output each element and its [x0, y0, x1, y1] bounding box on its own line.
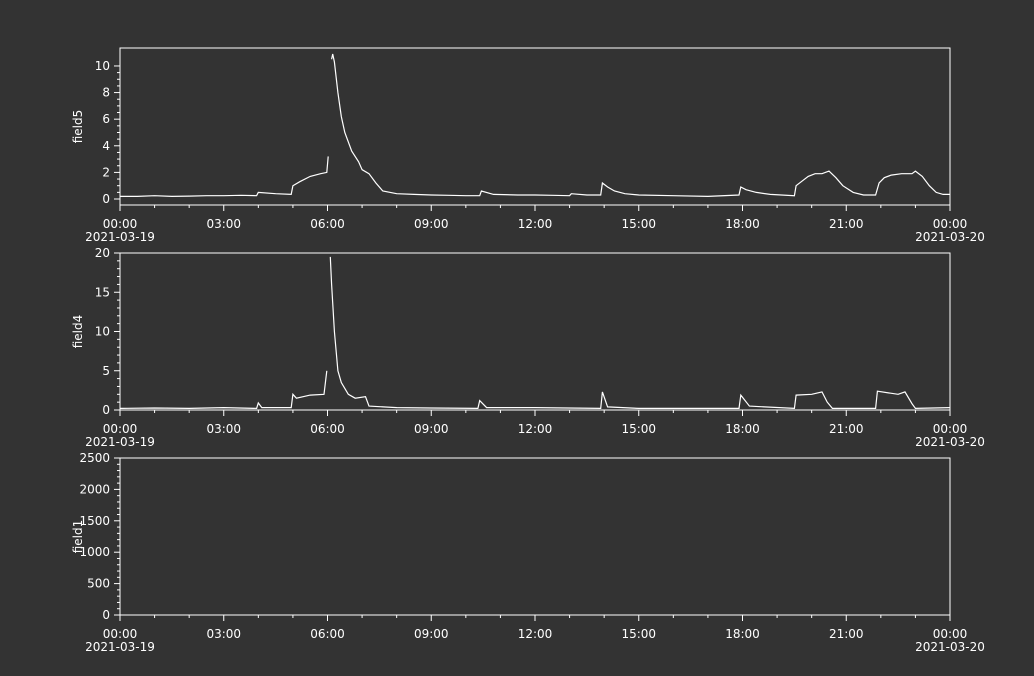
x-tick-label: 21:00: [829, 422, 864, 436]
y-tick-label: 5: [102, 364, 110, 378]
x-tick-label: 15:00: [621, 422, 656, 436]
y-axis-label: field4: [71, 315, 85, 349]
x-tick-label: 06:00: [310, 627, 345, 641]
y-axis-label: field1: [71, 520, 85, 554]
data-line: [119, 256, 951, 410]
y-tick-label: 500: [87, 577, 110, 591]
x-date-label: 2021-03-20: [915, 230, 985, 244]
y-tick-label: 6: [102, 112, 110, 126]
x-date-label: 2021-03-20: [915, 640, 985, 654]
x-tick-label: 03:00: [206, 217, 241, 231]
y-tick-label: 0: [102, 608, 110, 622]
x-date-label: 2021-03-19: [85, 230, 155, 244]
y-tick-label: 20: [95, 246, 110, 260]
x-tick-label: 15:00: [621, 627, 656, 641]
x-tick-label: 00:00: [103, 627, 138, 641]
x-tick-label: 00:00: [933, 422, 968, 436]
y-tick-label: 0: [102, 192, 110, 206]
x-date-label: 2021-03-19: [85, 640, 155, 654]
x-tick-label: 21:00: [829, 217, 864, 231]
y-tick-label: 1500: [79, 514, 110, 528]
data-line: [120, 53, 950, 198]
y-tick-label: 2000: [79, 482, 110, 496]
x-date-label: 2021-03-20: [915, 435, 985, 449]
y-tick-label: 2500: [79, 451, 110, 465]
y-tick-label: 1000: [79, 545, 110, 559]
x-tick-label: 06:00: [310, 217, 345, 231]
y-tick-label: 2: [102, 165, 110, 179]
plot-frame: [119, 457, 951, 616]
x-tick-label: 00:00: [103, 217, 138, 231]
x-tick-label: 00:00: [933, 217, 968, 231]
y-tick-label: 10: [95, 325, 110, 339]
x-tick-label: 03:00: [206, 422, 241, 436]
x-tick-label: 09:00: [414, 422, 449, 436]
x-tick-label: 12:00: [518, 217, 553, 231]
y-axis-label: field5: [71, 110, 85, 144]
x-tick-label: 21:00: [829, 627, 864, 641]
x-tick-label: 18:00: [725, 217, 760, 231]
x-tick-label: 12:00: [518, 422, 553, 436]
y-tick-label: 8: [102, 86, 110, 100]
plot-frame: [119, 47, 951, 206]
plot-frame: [119, 252, 951, 411]
x-tick-label: 09:00: [414, 627, 449, 641]
x-tick-label: 15:00: [621, 217, 656, 231]
x-tick-label: 03:00: [206, 627, 241, 641]
y-tick-label: 0: [102, 403, 110, 417]
y-tick-label: 10: [95, 59, 110, 73]
x-tick-label: 00:00: [933, 627, 968, 641]
x-tick-label: 09:00: [414, 217, 449, 231]
x-tick-label: 18:00: [725, 422, 760, 436]
y-tick-label: 4: [102, 139, 110, 153]
y-tick-label: 15: [95, 285, 110, 299]
x-tick-label: 12:00: [518, 627, 553, 641]
x-tick-label: 06:00: [310, 422, 345, 436]
x-tick-label: 18:00: [725, 627, 760, 641]
x-tick-label: 00:00: [103, 422, 138, 436]
x-date-label: 2021-03-19: [85, 435, 155, 449]
